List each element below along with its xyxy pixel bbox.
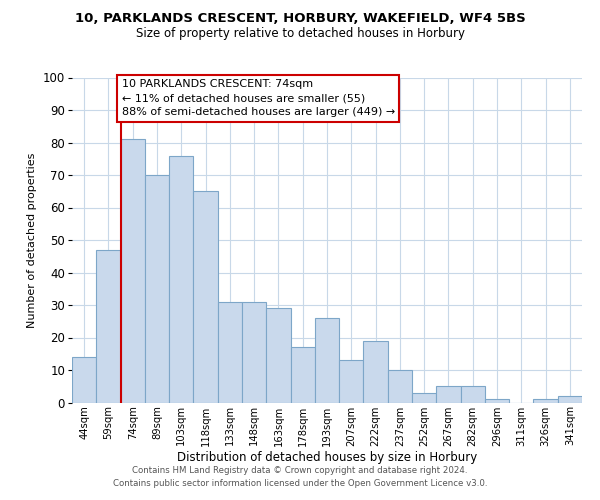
Text: 10 PARKLANDS CRESCENT: 74sqm
← 11% of detached houses are smaller (55)
88% of se: 10 PARKLANDS CRESCENT: 74sqm ← 11% of de… <box>122 79 395 117</box>
Bar <box>485 399 509 402</box>
Bar <box>339 360 364 403</box>
Text: Size of property relative to detached houses in Horbury: Size of property relative to detached ho… <box>136 28 464 40</box>
Text: Contains HM Land Registry data © Crown copyright and database right 2024.
Contai: Contains HM Land Registry data © Crown c… <box>113 466 487 487</box>
Bar <box>145 175 169 402</box>
Text: 10, PARKLANDS CRESCENT, HORBURY, WAKEFIELD, WF4 5BS: 10, PARKLANDS CRESCENT, HORBURY, WAKEFIE… <box>74 12 526 26</box>
Bar <box>290 347 315 403</box>
Bar <box>218 302 242 402</box>
Bar <box>388 370 412 402</box>
Bar <box>315 318 339 402</box>
Bar <box>266 308 290 402</box>
Bar <box>533 399 558 402</box>
Bar <box>461 386 485 402</box>
Bar <box>169 156 193 402</box>
Bar <box>436 386 461 402</box>
Bar <box>242 302 266 402</box>
Y-axis label: Number of detached properties: Number of detached properties <box>27 152 37 328</box>
Bar <box>96 250 121 402</box>
Bar <box>121 139 145 402</box>
Bar <box>364 341 388 402</box>
Bar <box>193 191 218 402</box>
X-axis label: Distribution of detached houses by size in Horbury: Distribution of detached houses by size … <box>177 451 477 464</box>
Bar <box>558 396 582 402</box>
Bar <box>72 357 96 403</box>
Bar <box>412 393 436 402</box>
